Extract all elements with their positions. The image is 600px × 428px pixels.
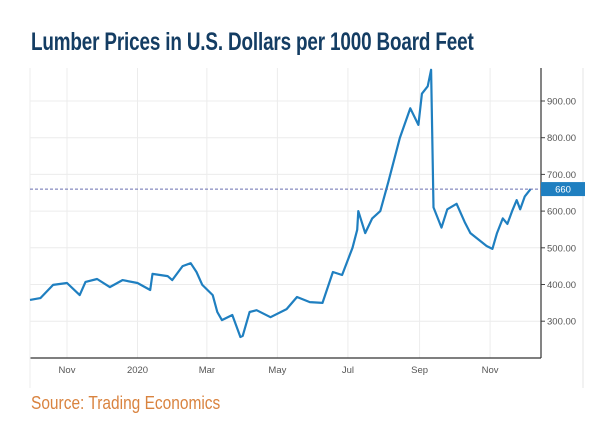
source-note: Source: Trading Economics bbox=[31, 393, 221, 413]
y-tick-label: 800.00 bbox=[547, 133, 576, 144]
x-tick-label: May bbox=[268, 365, 286, 376]
x-tick-label: 2020 bbox=[127, 365, 148, 376]
axes bbox=[29, 68, 584, 388]
x-tick-label: Sep bbox=[411, 365, 428, 376]
y-tick-label: 600.00 bbox=[547, 207, 576, 218]
chart-title: Lumber Prices in U.S. Dollars per 1000 B… bbox=[31, 28, 474, 56]
y-tick-label: 300.00 bbox=[547, 317, 576, 328]
tick-labels: 300.00 400.00 500.00 600.00 700.00 800.00 900.… bbox=[59, 97, 577, 377]
x-tick-label: Jul bbox=[342, 365, 354, 376]
current-value-badge bbox=[541, 182, 585, 197]
x-tick-label: Nov bbox=[482, 365, 499, 376]
x-tick-label: Mar bbox=[199, 365, 215, 376]
x-tick-label: Nov bbox=[59, 365, 76, 376]
grid bbox=[30, 68, 541, 358]
current-value-label: 660 bbox=[555, 185, 571, 196]
price-line bbox=[29, 68, 532, 339]
y-tick-label: 700.00 bbox=[547, 170, 576, 181]
y-tick-label: 400.00 bbox=[547, 280, 576, 291]
y-tick-label: 500.00 bbox=[547, 243, 576, 254]
y-tick-label: 900.00 bbox=[547, 97, 576, 108]
